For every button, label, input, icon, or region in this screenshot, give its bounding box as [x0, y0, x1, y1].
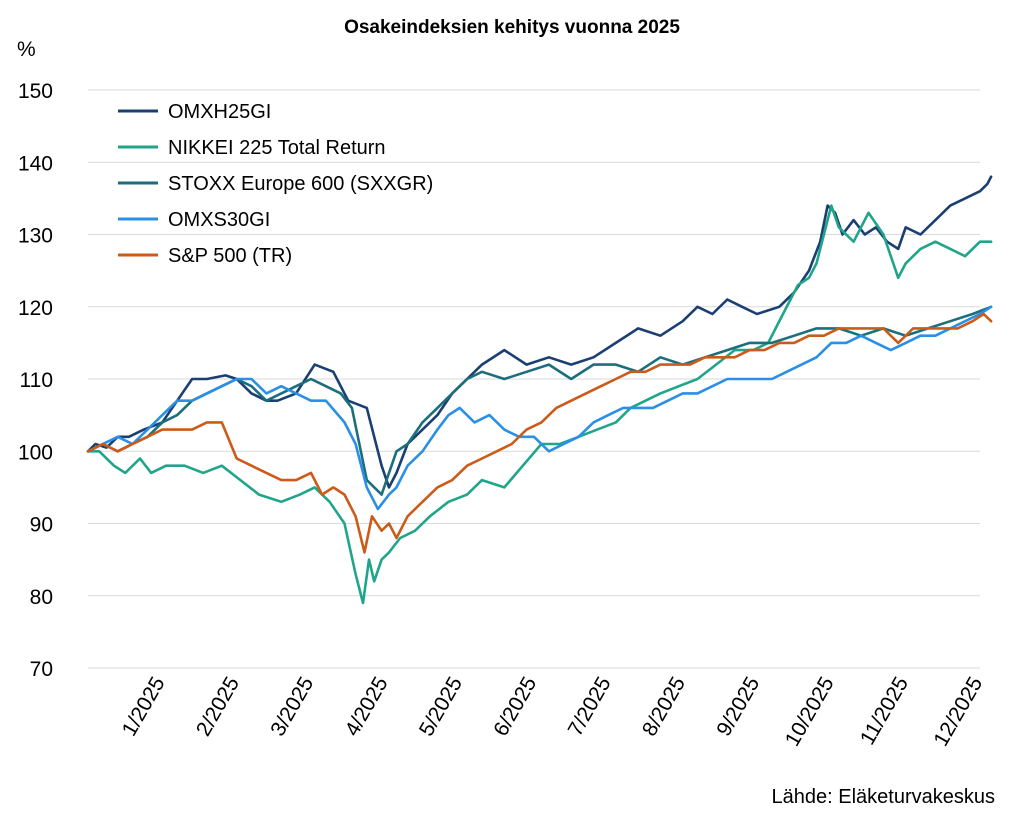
y-tick-label: 140	[18, 152, 53, 175]
y-tick-labels: 70 80 90 100 110 120 130 140 150	[18, 80, 53, 681]
x-tick-label: 11/2025	[856, 673, 913, 749]
source-note: Lähde: Eläketurvakeskus	[772, 786, 995, 808]
y-tick-label: 110	[20, 369, 53, 392]
series-line-5	[86, 312, 993, 554]
y-axis-label: %	[17, 38, 36, 61]
x-tick-label: 7/2025	[564, 673, 616, 740]
series-line-4	[86, 305, 993, 511]
x-tick-label: 3/2025	[266, 673, 318, 740]
legend-label: OMXS30GI	[168, 209, 270, 231]
x-tick-labels: 1/2025 2/2025 3/2025 4/2025 5/2025 6/2025 7/20…	[118, 673, 988, 750]
x-tick-label: 4/2025	[341, 673, 393, 740]
legend: OMXH25GI NIKKEI 225 Total Return STOXX Eur…	[118, 101, 433, 267]
x-tick-label: 10/2025	[781, 673, 839, 750]
series-lines	[86, 175, 993, 605]
y-tick-label: 90	[30, 514, 53, 537]
legend-label: STOXX Europe 600 (SXXGR)	[168, 173, 433, 195]
y-tick-label: 80	[30, 586, 53, 609]
y-tick-label: 70	[30, 658, 53, 681]
x-tick-label: 1/2025	[118, 673, 170, 740]
x-tick-label: 2/2025	[192, 673, 244, 740]
y-tick-label: 150	[18, 80, 53, 103]
x-tick-label: 9/2025	[712, 673, 764, 740]
y-tick-label: 120	[18, 297, 53, 320]
legend-label: NIKKEI 225 Total Return	[168, 137, 386, 159]
legend-label: OMXH25GI	[168, 101, 271, 123]
x-tick-label: 12/2025	[929, 673, 987, 750]
y-tick-label: 130	[18, 225, 53, 248]
series-line-1	[86, 175, 993, 489]
legend-label: S&P 500 (TR)	[168, 245, 292, 267]
chart-title: Osakeindeksien kehitys vuonna 2025	[344, 17, 680, 38]
y-tick-label: 100	[18, 441, 53, 464]
x-tick-label: 5/2025	[415, 673, 467, 740]
x-tick-label: 8/2025	[638, 673, 690, 740]
x-tick-label: 6/2025	[489, 673, 541, 740]
